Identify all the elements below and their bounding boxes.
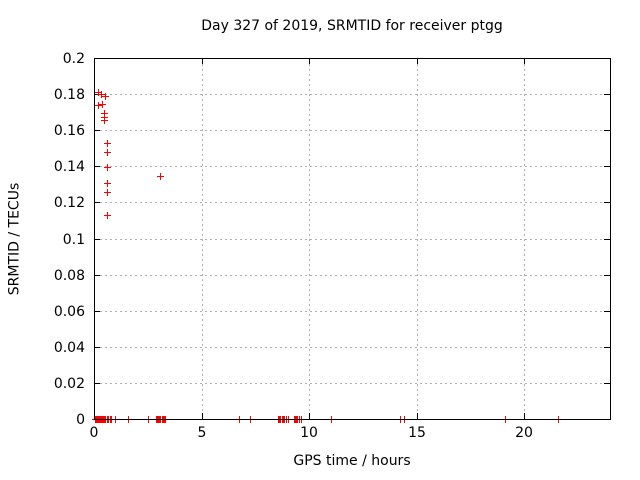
data-point <box>104 212 111 219</box>
x-tick-label: 0 <box>90 425 99 441</box>
data-point <box>102 93 109 100</box>
y-tick-label: 0.18 <box>54 87 85 103</box>
x-axis-label: GPS time / hours <box>293 453 411 469</box>
x-tick-label: 20 <box>515 425 533 441</box>
y-tick-label: 0.16 <box>54 123 85 139</box>
plot-border <box>94 58 611 420</box>
data-point <box>98 91 105 98</box>
x-tick-label: 15 <box>408 425 426 441</box>
data-point <box>99 101 106 108</box>
data-point <box>95 102 102 109</box>
data-point <box>157 173 164 180</box>
y-tick-label: 0.02 <box>54 376 85 392</box>
data-point <box>104 140 111 147</box>
y-tick-label: 0.14 <box>54 159 85 175</box>
y-tick-label: 0.12 <box>54 195 85 211</box>
data-point <box>104 189 111 196</box>
data-point <box>101 117 108 124</box>
y-tick-label: 0.08 <box>54 268 85 284</box>
data-point <box>104 164 111 171</box>
y-tick-label: 0.1 <box>63 232 85 248</box>
x-tick-label: 5 <box>198 425 207 441</box>
chart-title: Day 327 of 2019, SRMTID for receiver ptg… <box>201 18 503 34</box>
y-tick-label: 0.04 <box>54 340 85 356</box>
data-point <box>104 149 111 156</box>
y-tick-label: 0.06 <box>54 304 85 320</box>
x-tick-label: 10 <box>300 425 318 441</box>
y-tick-label: 0.2 <box>63 51 85 67</box>
y-tick-label: 0 <box>76 412 85 428</box>
data-point <box>104 180 111 187</box>
